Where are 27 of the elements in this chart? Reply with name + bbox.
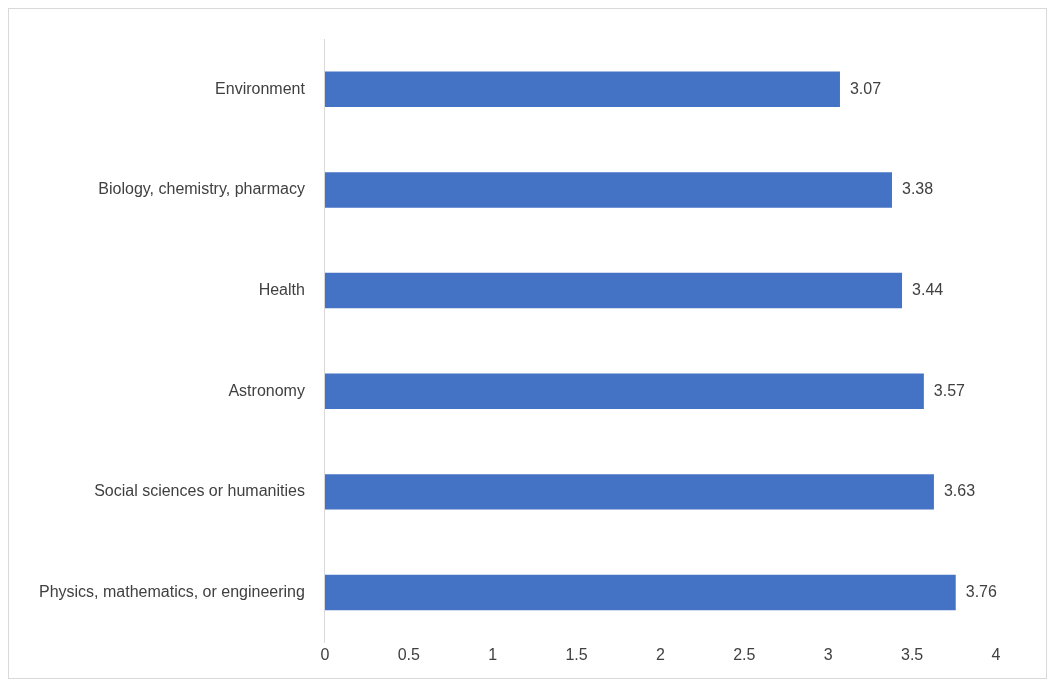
data-label: 3.57 — [933, 381, 966, 399]
bar — [324, 71, 840, 108]
data-label: 3.07 — [849, 79, 882, 97]
y-tick-label: Astronomy — [228, 381, 305, 399]
data-label: 3.44 — [912, 280, 944, 298]
bar — [324, 172, 892, 208]
y-tick-label: Biology, chemistry, pharmacy — [98, 180, 305, 198]
x-tick-label: 3 — [823, 645, 833, 663]
x-tick-label: 4 — [991, 645, 1001, 663]
y-tick-label: Environment — [215, 79, 306, 97]
bar — [324, 474, 934, 510]
x-tick-label: 0 — [320, 645, 330, 663]
bar — [324, 272, 903, 309]
x-tick-label: 1 — [488, 645, 498, 663]
bar — [324, 574, 956, 611]
y-tick-label: Physics, mathematics, or engineering — [38, 582, 305, 600]
data-label: 3.76 — [965, 582, 997, 600]
data-label: 3.63 — [943, 482, 976, 500]
y-tick-label: Health — [258, 280, 305, 298]
x-tick-label: 1.5 — [565, 645, 588, 663]
x-tick-label: 0.5 — [397, 645, 420, 663]
data-label: 3.38 — [901, 180, 934, 198]
y-tick-label: Social sciences or humanities — [94, 482, 305, 500]
x-tick-label: 2.5 — [733, 645, 756, 663]
bar — [324, 373, 924, 409]
x-tick-label: 2 — [656, 645, 665, 663]
x-tick-label: 3.5 — [900, 645, 924, 663]
